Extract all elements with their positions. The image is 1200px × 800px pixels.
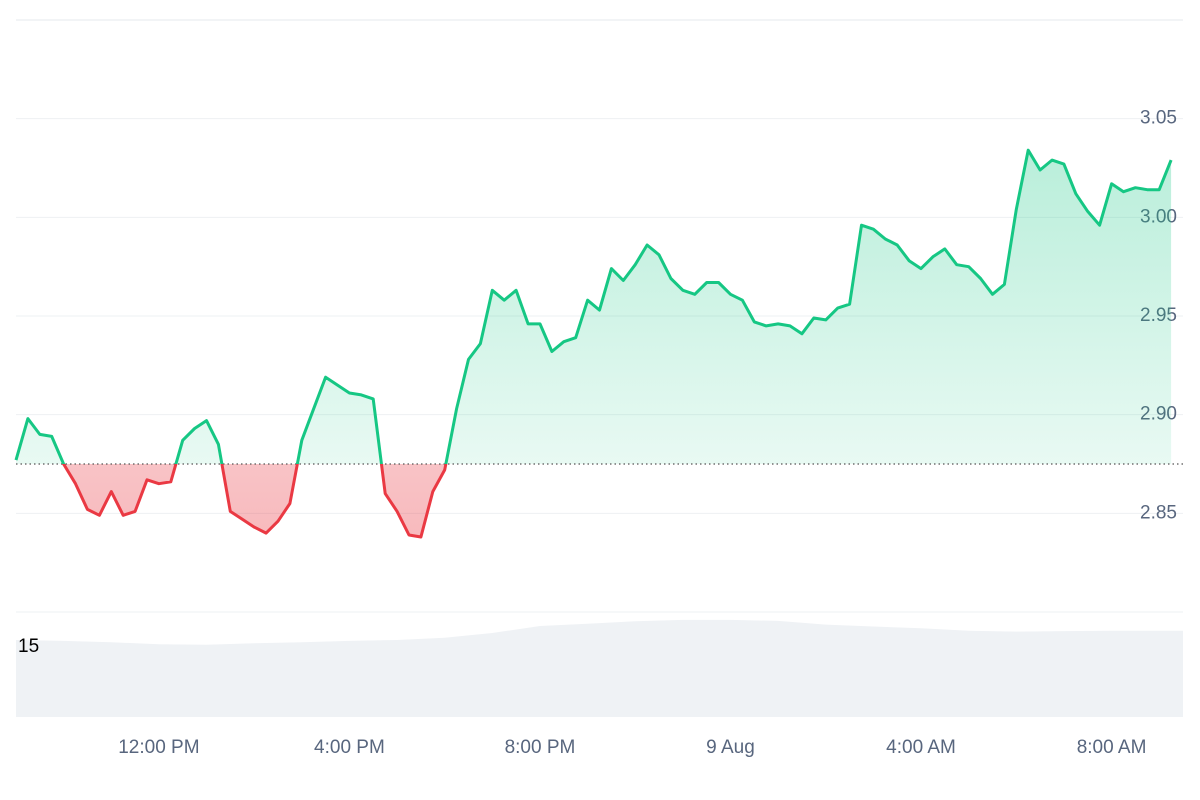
x-tick-label: 12:00 PM <box>118 737 199 758</box>
volume-area <box>16 619 1183 717</box>
volume-tick-label: 15 <box>18 636 39 657</box>
x-tick-label: 4:00 AM <box>886 737 956 758</box>
y-tick-label: 3.05 <box>1140 108 1177 129</box>
area-below <box>16 464 1172 537</box>
x-tick-label: 8:00 PM <box>505 737 576 758</box>
x-tick-label: 8:00 AM <box>1077 737 1147 758</box>
x-tick-label: 9 Aug <box>706 737 755 758</box>
x-tick-label: 4:00 PM <box>314 737 385 758</box>
price-line <box>14 148 1173 464</box>
y-tick-label: 2.85 <box>1140 502 1177 523</box>
area-above <box>16 150 1172 464</box>
